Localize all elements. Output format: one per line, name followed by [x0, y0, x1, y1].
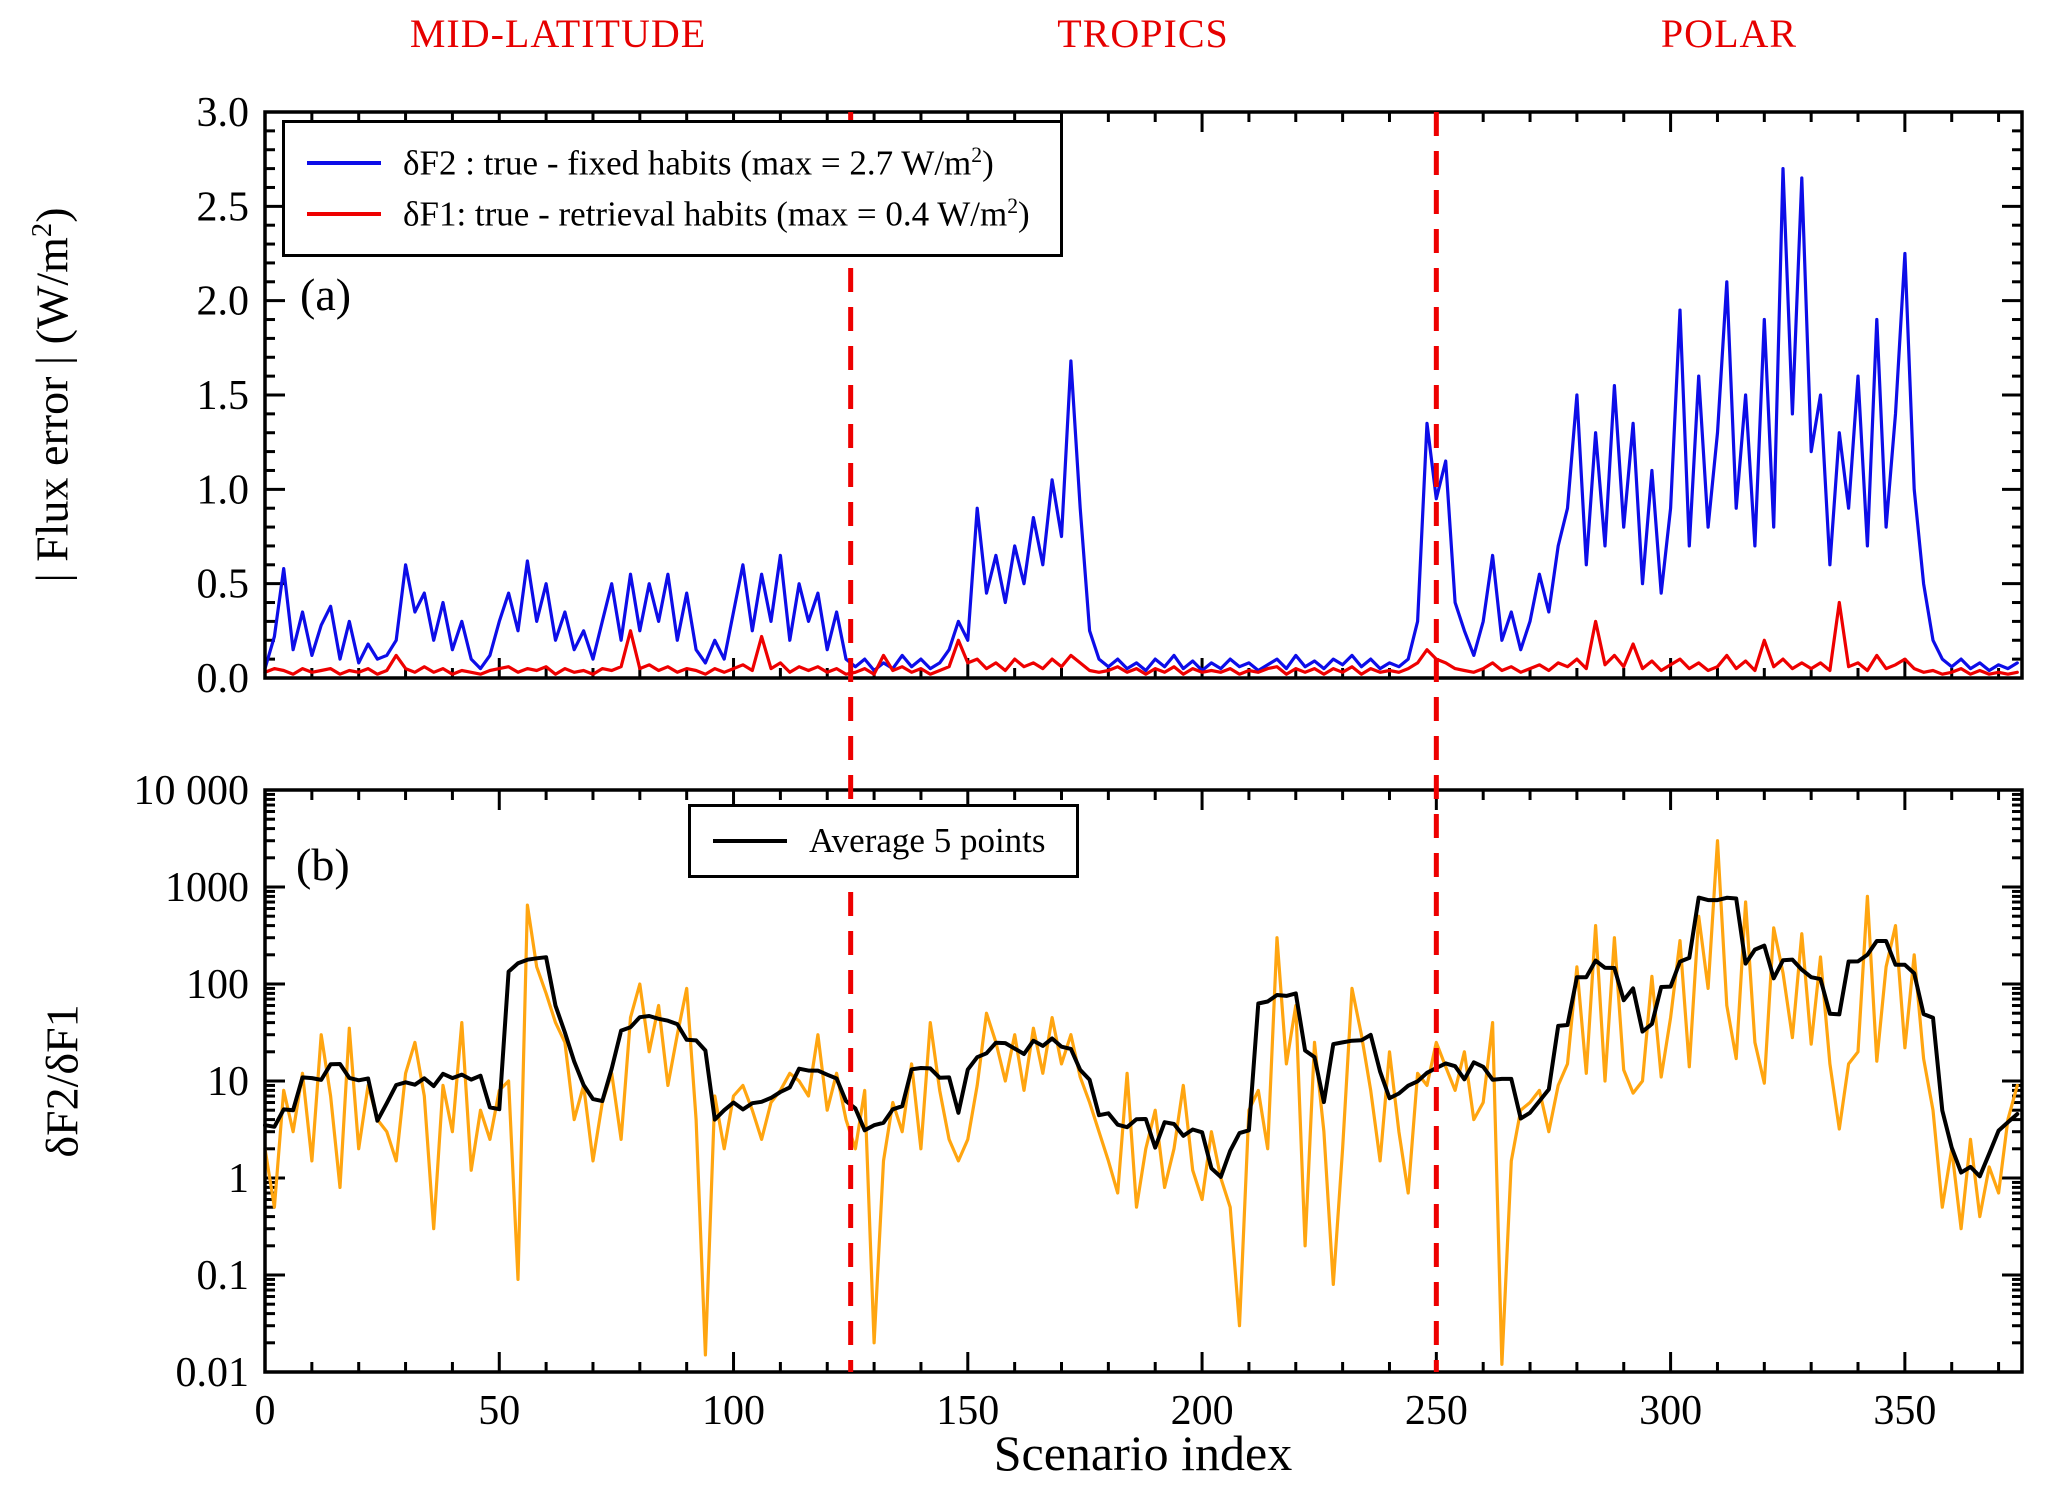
x-tick-label: 250 [1405, 1388, 1468, 1434]
region-label-mid-latitude: MID-LATITUDE [409, 11, 707, 56]
legend-panel-a: δF2 : true - fixed habits (max = 2.7 W/m… [282, 120, 1063, 258]
y-tick-label: 2.0 [197, 279, 250, 325]
delta-f2-line-swatch [307, 161, 381, 166]
panel-a-tag: (a) [300, 269, 352, 320]
y-axis-label-a-close: ) [26, 207, 78, 223]
y-tick-label: 10 000 [134, 768, 250, 814]
series-line-black [263, 895, 2020, 1179]
series-line-orange [263, 839, 2019, 1366]
legend-item-delta-f1: δF1: true - retrieval habits (max = 0.4 … [307, 194, 1030, 235]
region-label-tropics: TROPICS [1057, 11, 1229, 56]
legend-item-delta-f2-label: δF2 : true - fixed habits (max = 2.7 W/m… [403, 143, 994, 183]
y-tick-label: 0.01 [176, 1350, 250, 1396]
y-tick-label: 1 [228, 1156, 249, 1202]
y-tick-label: 1.0 [197, 467, 250, 513]
x-tick-label: 200 [1171, 1388, 1234, 1434]
y-tick-label: 1000 [165, 865, 249, 911]
y-tick-label: 0.5 [197, 562, 250, 608]
legend-item-average-label: Average 5 points [809, 821, 1046, 860]
y-tick-label: 3.0 [197, 90, 250, 136]
x-tick-label: 350 [1873, 1388, 1936, 1434]
average-line-swatch [713, 839, 787, 843]
y-tick-label: 1.5 [197, 373, 250, 419]
y-tick-label: 10 [207, 1059, 249, 1105]
x-axis-label: Scenario index [993, 1425, 1293, 1481]
y-axis-label-panel-b: δF2/δF1 [36, 1004, 88, 1158]
y-axis-label-a-sup: 2 [27, 222, 59, 238]
y-axis-label-a-text: | Flux error | (W/m [26, 237, 78, 583]
delta-f1-line-swatch [307, 211, 381, 216]
legend-item-delta-f1-label: δF1: true - retrieval habits (max = 0.4 … [403, 193, 1030, 234]
y-tick-label: 0.0 [197, 656, 250, 702]
x-tick-label: 0 [255, 1388, 276, 1434]
series-line-red [263, 600, 2019, 676]
x-tick-label: 150 [936, 1388, 999, 1434]
series-line-blue [263, 167, 2019, 673]
legend-item-delta-f2: δF2 : true - fixed habits (max = 2.7 W/m… [307, 143, 1030, 184]
x-tick-label: 50 [478, 1388, 520, 1434]
legend-item-average: Average 5 points [713, 821, 1046, 861]
panel-b-tag: (b) [296, 839, 350, 890]
y-tick-label: 2.5 [197, 184, 250, 230]
x-tick-label: 300 [1639, 1388, 1702, 1434]
x-tick-label: 100 [702, 1388, 765, 1434]
region-label-polar: POLAR [1660, 11, 1798, 56]
y-tick-label: 100 [186, 962, 249, 1008]
y-tick-label: 0.1 [197, 1253, 250, 1299]
y-axis-label-panel-a: | Flux error | (W/m2) [26, 207, 79, 582]
legend-panel-b: Average 5 points [688, 804, 1079, 878]
